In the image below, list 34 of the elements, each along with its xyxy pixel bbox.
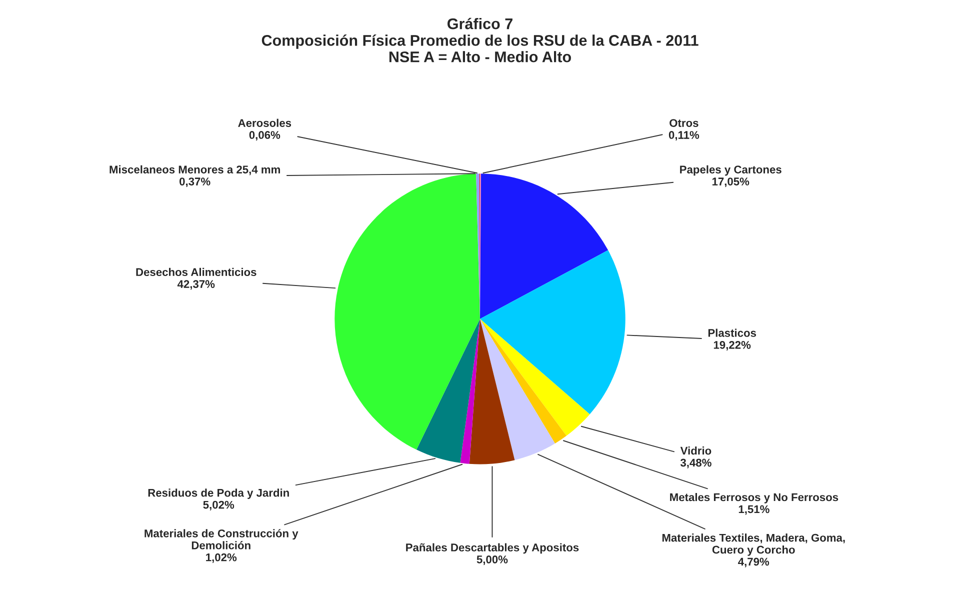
data-label: 0,37%	[180, 178, 210, 188]
slice-label: Metales Ferrosos y No Ferrosos	[670, 493, 838, 504]
slice-label: Miscelaneos Menores a 25,4 mm	[110, 165, 280, 176]
slice-label: Desechos Alimenticios	[136, 268, 256, 276]
data-label: 19,22%	[714, 341, 751, 350]
data-label: 0,11%	[668, 131, 700, 141]
data-label: 42,37%	[177, 280, 215, 290]
data-label: 3,48%	[680, 458, 712, 468]
data-label: 1,02%	[206, 553, 237, 563]
pie-slice	[469, 318, 515, 464]
data-label: 0,06%	[249, 131, 280, 141]
pie-slice	[334, 174, 480, 450]
slice-label: Aerosoles	[238, 118, 292, 127]
slice-label: Residuos de Poda y Jardin	[148, 488, 289, 499]
pie-slice	[480, 174, 608, 319]
slice-label: Materiales Textiles, Madera, Goma, Cuero y Corcho	[662, 534, 845, 556]
slice-label: Plasticos	[708, 328, 756, 337]
pie-slice	[480, 318, 590, 436]
data-label: 1,51%	[738, 505, 770, 515]
data-label: 5,00%	[476, 556, 508, 565]
slice-label: Papeles y Cartones	[680, 165, 782, 176]
pie-slice	[480, 250, 626, 414]
slice-label: Otros	[670, 119, 698, 127]
slice-label: Vidrio	[680, 446, 712, 455]
slice-label: Materiales de Construcción y Demolición	[144, 529, 298, 550]
chart-title: Gráfico 7 Composición Física Promedio de los RSU de la CABA - 2011 NSE A = Alto - Medio Alto	[262, 18, 698, 62]
pie-slice	[416, 318, 480, 463]
pie-slice	[460, 318, 480, 464]
pie-slice	[480, 318, 556, 460]
slice-label: Pañales Descartables y Apositos	[406, 543, 579, 554]
data-label: 4,79%	[738, 558, 770, 568]
data-label: 17,05%	[712, 178, 750, 188]
pie-slice	[480, 318, 566, 444]
data-label: 5,02%	[203, 500, 234, 510]
